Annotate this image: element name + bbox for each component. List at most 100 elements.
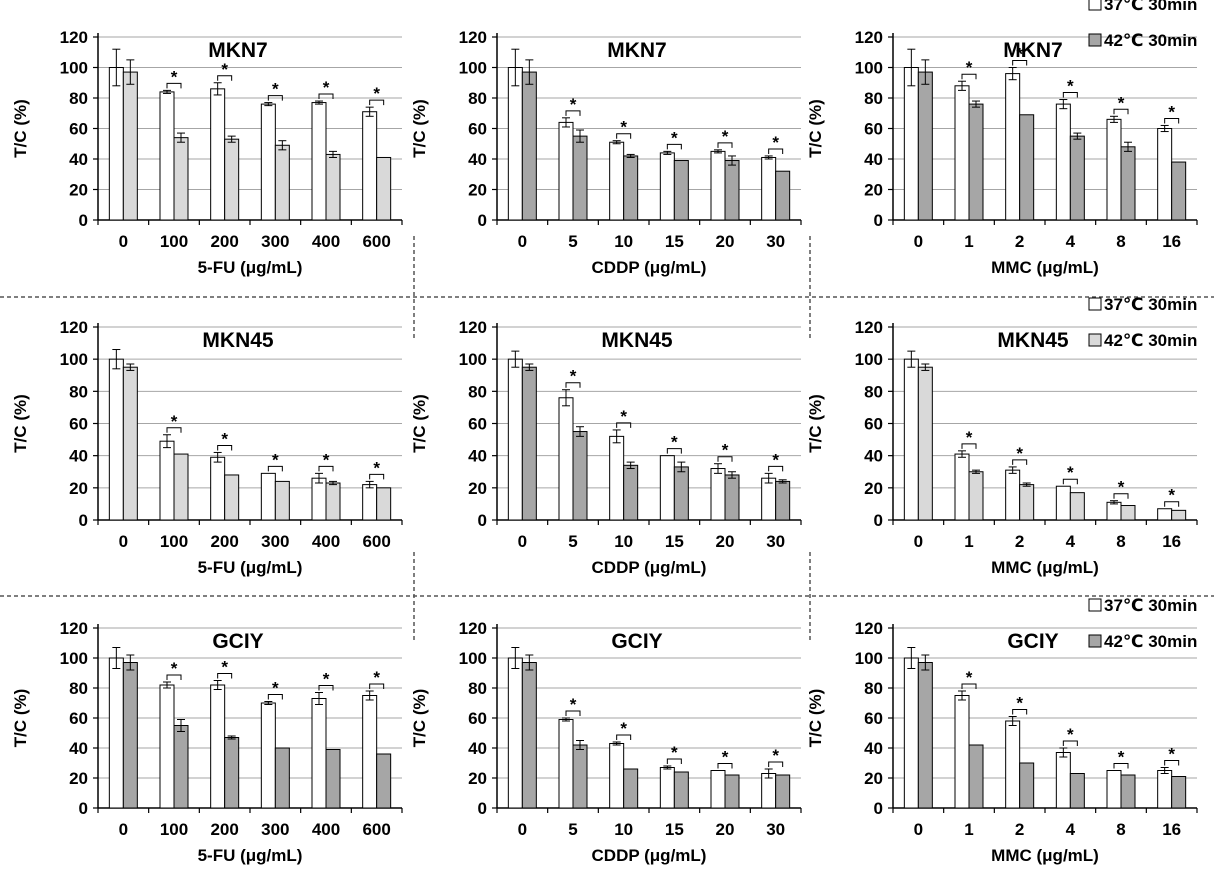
significance-marker: * [620,719,627,738]
bar-37c [903,67,919,221]
significance-marker: * [570,695,577,714]
significance-bracket [565,382,581,388]
bar-42c [917,662,933,809]
x-tick-label: 5 [568,532,577,551]
y-axis-label: T/C (%) [11,689,30,748]
bar-37c [210,456,226,521]
significance-marker: * [221,658,228,677]
bar-37c [1005,73,1021,221]
x-tick-label: 100 [160,532,188,551]
y-tick-label: 120 [60,619,88,638]
x-tick-label: 5 [568,232,577,251]
bar-37c [311,698,327,809]
x-tick-label: 600 [362,532,390,551]
significance-marker: * [570,95,577,114]
bar-42c [122,71,138,221]
bar-42c [968,103,984,221]
legend-label: 37℃ 30min [1104,295,1197,314]
significance-marker: * [373,458,380,477]
y-tick-label: 100 [60,350,88,369]
significance-marker: * [966,668,973,687]
chart-title: GCIY [611,630,662,653]
significance-marker: * [620,407,627,426]
significance-bracket [717,456,733,462]
bar-42c [673,771,689,809]
bar-37c [507,358,523,521]
y-tick-label: 0 [478,799,487,818]
significance-bracket [217,444,233,451]
significance-marker: * [671,433,678,452]
significance-bracket [666,448,682,454]
bar-42c [1120,505,1136,521]
chart-title: MKN45 [202,329,274,352]
x-tick-label: 10 [614,820,633,839]
legend-swatch-42c [1088,333,1102,347]
y-tick-label: 20 [69,181,88,200]
bar-37c [1106,770,1122,809]
significance-marker: * [671,743,678,762]
bar-42c [572,431,588,521]
significance-marker: * [171,412,178,431]
x-tick-label: 400 [312,820,340,839]
x-tick-label: 200 [210,232,238,251]
bar-42c [521,366,537,521]
bar-37c [1157,508,1173,521]
bar-42c [376,156,392,221]
x-axis-label: CDDP (μg/mL) [592,258,707,277]
y-tick-label: 40 [69,739,88,758]
bar-37c [710,150,726,221]
bar-37c [311,102,327,221]
x-tick-label: 15 [665,532,684,551]
bar-37c [362,111,378,221]
bar-42c [1069,492,1085,521]
bar-37c [659,455,675,521]
x-axis-label: MMC (μg/mL) [991,846,1099,865]
bar-42c [968,744,984,809]
significance-bracket [166,427,182,433]
bar-42c [521,71,537,221]
y-tick-label: 80 [468,382,487,401]
y-tick-label: 0 [874,799,883,818]
significance-bracket [166,82,182,89]
significance-bracket [1164,760,1180,766]
significance-marker: * [1118,748,1125,767]
legend-swatch-42c [1088,33,1102,47]
x-tick-label: 10 [614,232,633,251]
significance-marker: * [772,746,779,765]
bar-42c [1120,774,1136,809]
bar-37c [659,767,675,809]
y-tick-label: 40 [69,447,88,466]
significance-marker: * [671,128,678,147]
bar-42c [325,749,341,809]
bar-37c [903,657,919,809]
significance-marker: * [966,428,973,447]
significance-bracket [267,694,283,700]
x-tick-label: 8 [1116,232,1125,251]
x-tick-label: 30 [766,232,785,251]
bar-37c [761,773,777,809]
y-tick-label: 0 [874,211,883,230]
significance-bracket [616,133,632,139]
bar-42c [173,453,189,521]
y-tick-label: 60 [864,120,883,139]
significance-bracket [1164,501,1180,507]
significance-bracket [961,683,977,689]
x-axis-label: MMC (μg/mL) [991,258,1099,277]
significance-bracket [717,763,733,769]
y-tick-label: 40 [864,739,883,758]
significance-bracket [616,422,632,428]
significance-marker: * [373,84,380,103]
legend-swatch-42c [1088,634,1102,648]
bar-37c [311,477,327,521]
significance-bracket [768,148,784,154]
y-tick-label: 40 [69,150,88,169]
significance-marker: * [171,67,178,86]
x-tick-label: 16 [1162,532,1181,551]
bar-37c [954,85,970,221]
y-tick-label: 120 [855,28,883,47]
bar-42c [1069,135,1085,221]
x-tick-label: 0 [119,820,128,839]
bar-37c [507,67,523,221]
significance-bracket [565,710,581,716]
x-tick-label: 8 [1116,820,1125,839]
